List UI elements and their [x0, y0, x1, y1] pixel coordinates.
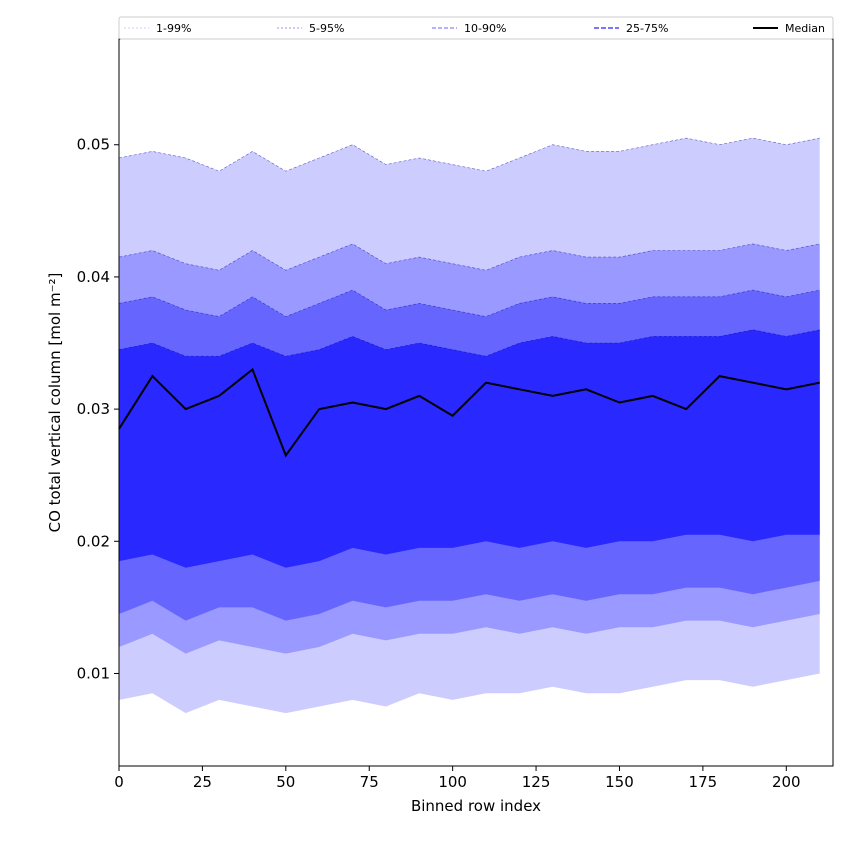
legend-label: 25-75%: [626, 22, 668, 35]
y-tick-label: 0.03: [77, 400, 110, 418]
x-tick-label: 50: [276, 773, 295, 791]
y-axis: 0.01 0.02 0.03 0.04 0.05: [77, 136, 119, 682]
median-line: [118, 367, 820, 458]
band-edge-1-99%: [118, 137, 820, 172]
x-axis-label: Binned row index: [411, 797, 541, 815]
x-tick-label: 25: [193, 773, 212, 791]
y-axis-label: CO total vertical column [mol m⁻²]: [46, 273, 64, 533]
y-tick-label: 0.01: [77, 664, 110, 682]
x-tick-label: 200: [772, 773, 801, 791]
x-tick-label: 75: [360, 773, 379, 791]
legend-label: 1-99%: [156, 22, 191, 35]
percentile-bands: [118, 137, 820, 714]
y-tick-label: 0.05: [77, 136, 110, 154]
legend: 1-99% 5-95% 10-90% 25-75% Median: [118, 16, 834, 40]
x-axis: 0 25 50 75 100 125 150 175 200: [114, 766, 801, 791]
x-tick-label: 0: [114, 773, 124, 791]
band-edge-5-95%: [118, 243, 820, 271]
band-25-75%: [119, 329, 820, 568]
x-tick-label: 175: [689, 773, 718, 791]
legend-label: 5-95%: [309, 22, 344, 35]
band-edge-10-90%: [118, 289, 820, 317]
legend-label: Median: [785, 22, 825, 35]
x-tick-label: 125: [522, 773, 551, 791]
band-edge-25-75%: [118, 329, 820, 357]
legend-label: 10-90%: [464, 22, 506, 35]
y-tick-label: 0.04: [77, 268, 110, 286]
legend-box: [118, 16, 834, 40]
y-tick-label: 0.02: [77, 532, 110, 550]
x-tick-label: 150: [605, 773, 634, 791]
x-tick-label: 100: [438, 773, 467, 791]
median-layer: [118, 367, 820, 458]
